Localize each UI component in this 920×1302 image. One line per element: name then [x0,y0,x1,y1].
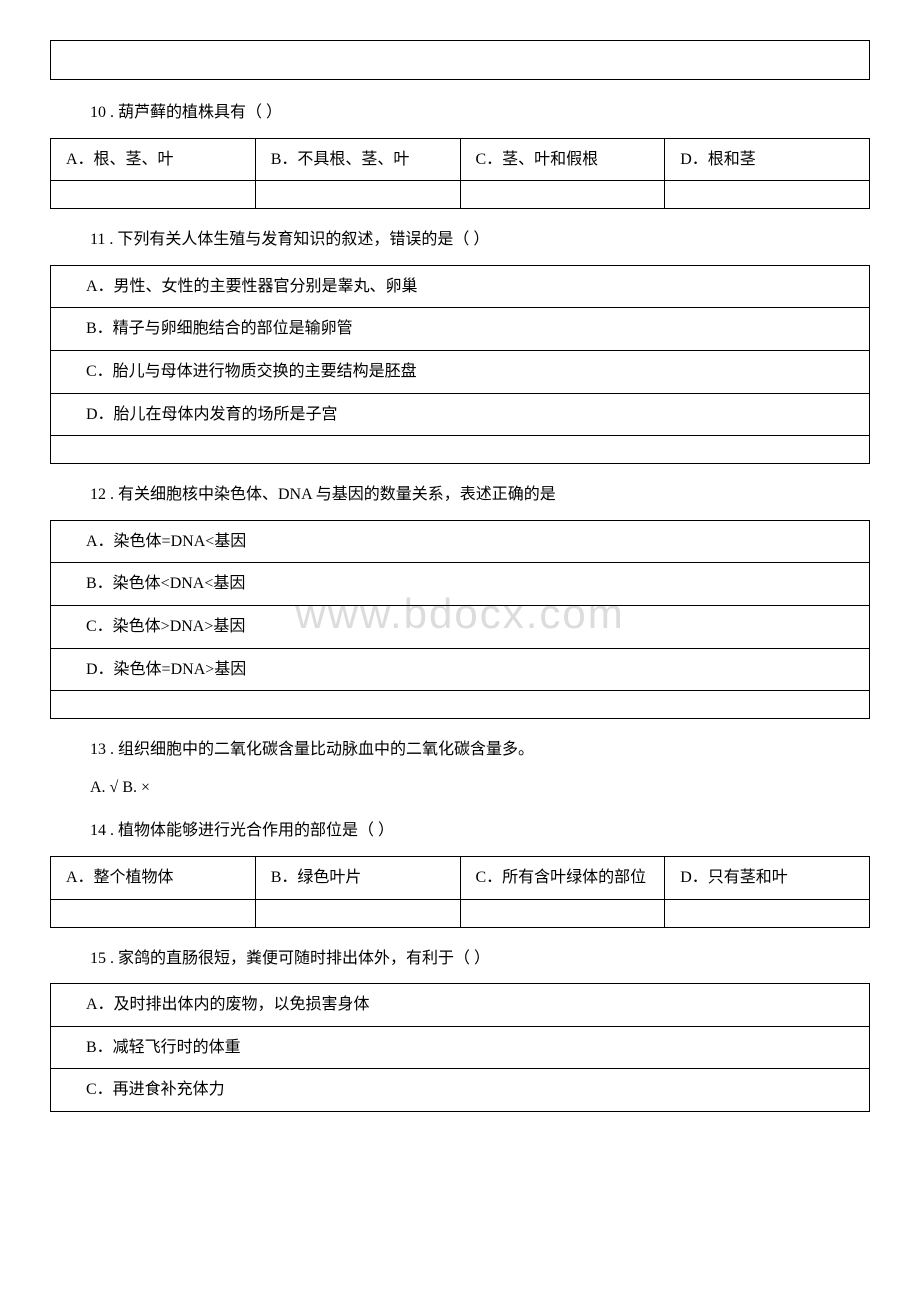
q11-text: 11 . 下列有关人体生殖与发育知识的叙述，错误的是（ ） [90,227,870,253]
q15-text: 15 . 家鸽的直肠很短，粪便可随时排出体外，有利于（ ） [90,946,870,972]
q13-answer: A. √ B. × [90,775,870,801]
q12-option-b: B．染色体<DNA<基因 [51,563,870,606]
q12-options-table: A．染色体=DNA<基因 B．染色体<DNA<基因 C．染色体>DNA>基因 D… [50,520,870,719]
q14-option-d: D．只有茎和叶 [665,856,870,899]
q10-text: 10 . 葫芦藓的植株具有（ ） [90,100,870,126]
q10-empty-d [665,181,870,209]
q14-empty-a [51,899,256,927]
q10-option-a: A．根、茎、叶 [51,138,256,181]
q10-option-b: B．不具根、茎、叶 [255,138,460,181]
q15-option-a: A．及时排出体内的废物，以免损害身体 [51,984,870,1027]
top-empty-box [50,40,870,80]
q11-option-b: B．精子与卵细胞结合的部位是输卵管 [51,308,870,351]
q14-empty-b [255,899,460,927]
q14-option-c: C．所有含叶绿体的部位 [460,856,665,899]
q14-empty-d [665,899,870,927]
q12-text: 12 . 有关细胞核中染色体、DNA 与基因的数量关系，表述正确的是 [90,482,870,508]
q15-option-b: B．减轻飞行时的体重 [51,1026,870,1069]
q11-option-a: A．男性、女性的主要性器官分别是睾丸、卵巢 [51,265,870,308]
q11-empty [51,436,870,464]
q11-option-c: C．胎儿与母体进行物质交换的主要结构是胚盘 [51,350,870,393]
q10-empty-a [51,181,256,209]
q12-option-d: D．染色体=DNA>基因 [51,648,870,691]
q14-option-a: A．整个植物体 [51,856,256,899]
q14-empty-c [460,899,665,927]
q10-option-d: D．根和茎 [665,138,870,181]
q15-options-table: A．及时排出体内的废物，以免损害身体 B．减轻飞行时的体重 C．再进食补充体力 [50,983,870,1112]
q11-options-table: A．男性、女性的主要性器官分别是睾丸、卵巢 B．精子与卵细胞结合的部位是输卵管 … [50,265,870,464]
q14-option-b: B．绿色叶片 [255,856,460,899]
q11-option-d: D．胎儿在母体内发育的场所是子宫 [51,393,870,436]
q14-options-table: A．整个植物体 B．绿色叶片 C．所有含叶绿体的部位 D．只有茎和叶 [50,856,870,928]
q13-text: 13 . 组织细胞中的二氧化碳含量比动脉血中的二氧化碳含量多。 [90,737,870,763]
document-content: 10 . 葫芦藓的植株具有（ ） A．根、茎、叶 B．不具根、茎、叶 C．茎、叶… [50,40,870,1112]
q10-empty-b [255,181,460,209]
q10-options-table: A．根、茎、叶 B．不具根、茎、叶 C．茎、叶和假根 D．根和茎 [50,138,870,210]
q14-text: 14 . 植物体能够进行光合作用的部位是（ ） [90,818,870,844]
q10-option-c: C．茎、叶和假根 [460,138,665,181]
q12-option-a: A．染色体=DNA<基因 [51,520,870,563]
q12-empty [51,691,870,719]
q10-empty-c [460,181,665,209]
q15-option-c: C．再进食补充体力 [51,1069,870,1112]
q12-option-c: C．染色体>DNA>基因 [51,605,870,648]
